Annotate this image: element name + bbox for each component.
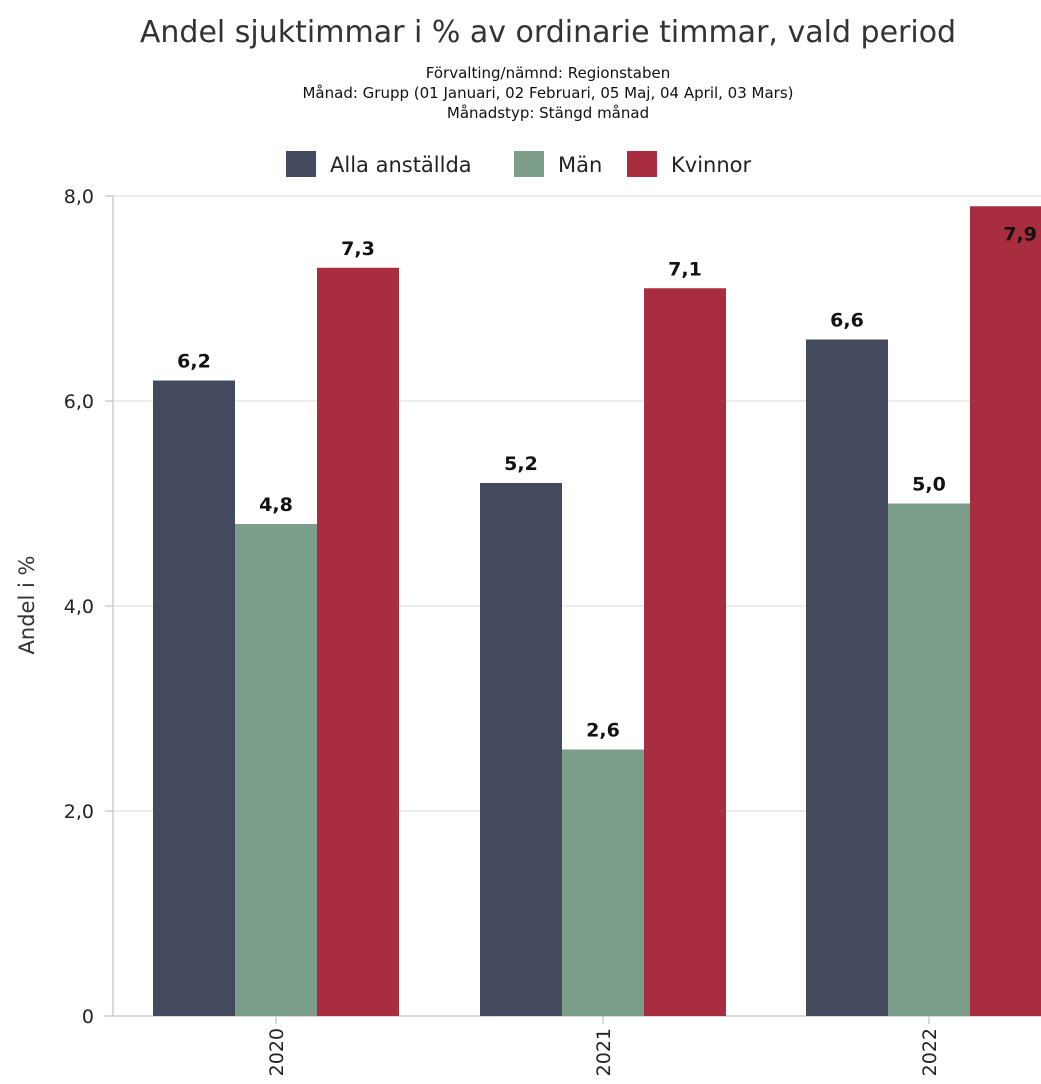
bars: [153, 206, 1041, 1016]
bar[interactable]: [970, 206, 1041, 1016]
legend-item[interactable]: Kvinnor: [627, 151, 752, 177]
y-axis-label: Andel i %: [15, 556, 39, 655]
data-label: 7,1: [668, 258, 702, 280]
data-label: 7,9: [1003, 223, 1037, 245]
y-tick-label: 4,0: [64, 596, 94, 618]
data-label: 2,6: [586, 720, 620, 742]
subtitle-line: Förvalting/nämnd: Regionstaben: [426, 64, 670, 82]
legend-swatch: [514, 151, 544, 177]
x-tick-label: 2022: [919, 1028, 941, 1076]
legend-item[interactable]: Män: [514, 151, 602, 177]
legend-swatch: [286, 151, 316, 177]
data-label: 5,0: [912, 474, 946, 496]
data-labels: 6,2 4,8 7,3 5,2 2,6 7,1 6,6 5,0 7,9: [177, 223, 1037, 741]
y-tick-label: 0: [82, 1006, 94, 1028]
legend-label: Män: [558, 153, 602, 177]
bar[interactable]: [806, 339, 888, 1017]
data-label: 6,6: [830, 310, 864, 332]
bar[interactable]: [888, 503, 970, 1017]
y-tick-label: 2,0: [64, 801, 94, 823]
data-label: 6,2: [177, 351, 211, 373]
data-label: 5,2: [504, 453, 538, 475]
chart-legend: Alla anställda Män Kvinnor: [286, 151, 752, 177]
bar[interactable]: [235, 524, 317, 1016]
bar[interactable]: [644, 288, 726, 1016]
legend-label: Alla anställda: [330, 153, 472, 177]
chart-subtitle: Förvalting/nämnd: Regionstaben Månad: Gru…: [302, 64, 793, 122]
subtitle-line: Månad: Grupp (01 Januari, 02 Februari, 0…: [302, 84, 793, 102]
data-label: 4,8: [259, 494, 293, 516]
subtitle-line: Månadstyp: Stängd månad: [447, 104, 649, 122]
x-tick-label: 2021: [593, 1028, 615, 1076]
x-axis-ticks: 2020 2021 2022: [266, 1016, 941, 1076]
bar[interactable]: [480, 483, 562, 1016]
chart-title: Andel sjuktimmar i % av ordinarie timmar…: [140, 15, 956, 50]
legend-swatch: [627, 151, 657, 177]
legend-label: Kvinnor: [671, 153, 752, 177]
x-tick-label: 2020: [266, 1028, 288, 1076]
legend-item[interactable]: Alla anställda: [286, 151, 472, 177]
bar[interactable]: [562, 749, 644, 1017]
bar[interactable]: [317, 267, 399, 1016]
y-tick-label: 6,0: [64, 391, 94, 413]
data-label: 7,3: [341, 238, 375, 260]
y-tick-label: 8,0: [64, 186, 94, 208]
bar[interactable]: [153, 380, 235, 1017]
y-axis-ticks: 0 2,0 4,0 6,0 8,0: [64, 186, 114, 1028]
